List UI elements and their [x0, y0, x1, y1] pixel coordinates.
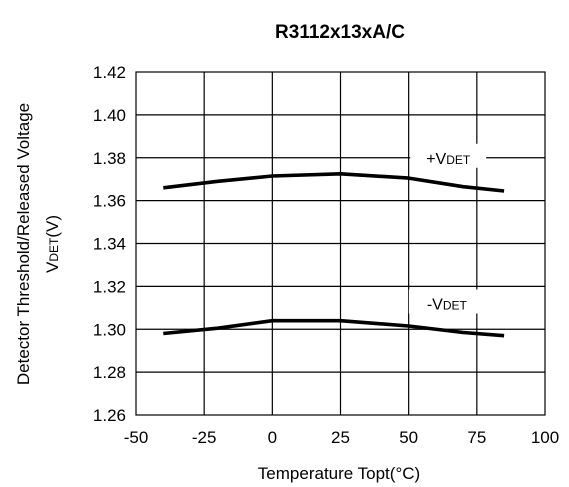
series-label-prefix: +V: [426, 151, 446, 168]
x-tick-label: 0: [268, 428, 277, 447]
y-axis-label-sub: DET: [47, 237, 61, 262]
y-tick-labels: 1.26 1.28 1.30 1.32 1.34 1.36 1.38 1.40 1.42: [93, 63, 126, 425]
y-tick-label: 1.34: [93, 235, 126, 254]
series-label-prefix: -V: [427, 297, 443, 314]
series-label-sub: DET: [446, 153, 471, 167]
y-tick-label: 1.28: [93, 363, 126, 382]
y-axis-label-v: V: [43, 261, 62, 273]
series-label-background: [410, 143, 487, 168]
series-line-minus-vdet: [163, 318, 505, 338]
y-axis-label-line1: Detector Threshold/Released Voltage: [14, 103, 33, 385]
x-tick-label: -25: [192, 428, 217, 447]
x-tick-labels: -50 -25 0 25 50 75 100: [124, 428, 559, 447]
series-label-minus-vdet: -VDET: [427, 297, 468, 314]
x-tick-label: 25: [331, 428, 350, 447]
y-axis-label-unit: (V): [43, 215, 62, 238]
y-axis-label-line2: VDET(V): [43, 215, 62, 273]
x-tick-label: 50: [399, 428, 418, 447]
y-axis-label-line2-group: VDET(V): [43, 215, 62, 273]
y-tick-label: 1.42: [93, 63, 126, 82]
x-tick-label: 100: [531, 428, 559, 447]
y-tick-label: 1.40: [93, 106, 126, 125]
series-line-plus-vdet: [163, 172, 505, 193]
series-label-plus-vdet: +VDET: [426, 151, 471, 168]
plot-frame: [135, 71, 546, 416]
y-tick-label: 1.36: [93, 192, 126, 211]
x-tick-label: -50: [124, 428, 149, 447]
series-label-sub: DET: [443, 299, 468, 313]
chart-title: R3112x13xA/C: [275, 22, 405, 43]
x-tick-label: 75: [467, 428, 486, 447]
y-tick-label: 1.30: [93, 320, 126, 339]
y-tick-label: 1.38: [93, 149, 126, 168]
y-tick-label: 1.32: [93, 277, 126, 296]
series-label-background: [408, 289, 485, 314]
x-axis-label: Temperature Topt(°C): [258, 464, 420, 483]
y-axis-label-line1-group: Detector Threshold/Released Voltage: [14, 103, 33, 385]
y-tick-label: 1.26: [93, 406, 126, 425]
series-group: +VDET-VDET: [163, 143, 505, 338]
chart-grid: [136, 72, 545, 415]
